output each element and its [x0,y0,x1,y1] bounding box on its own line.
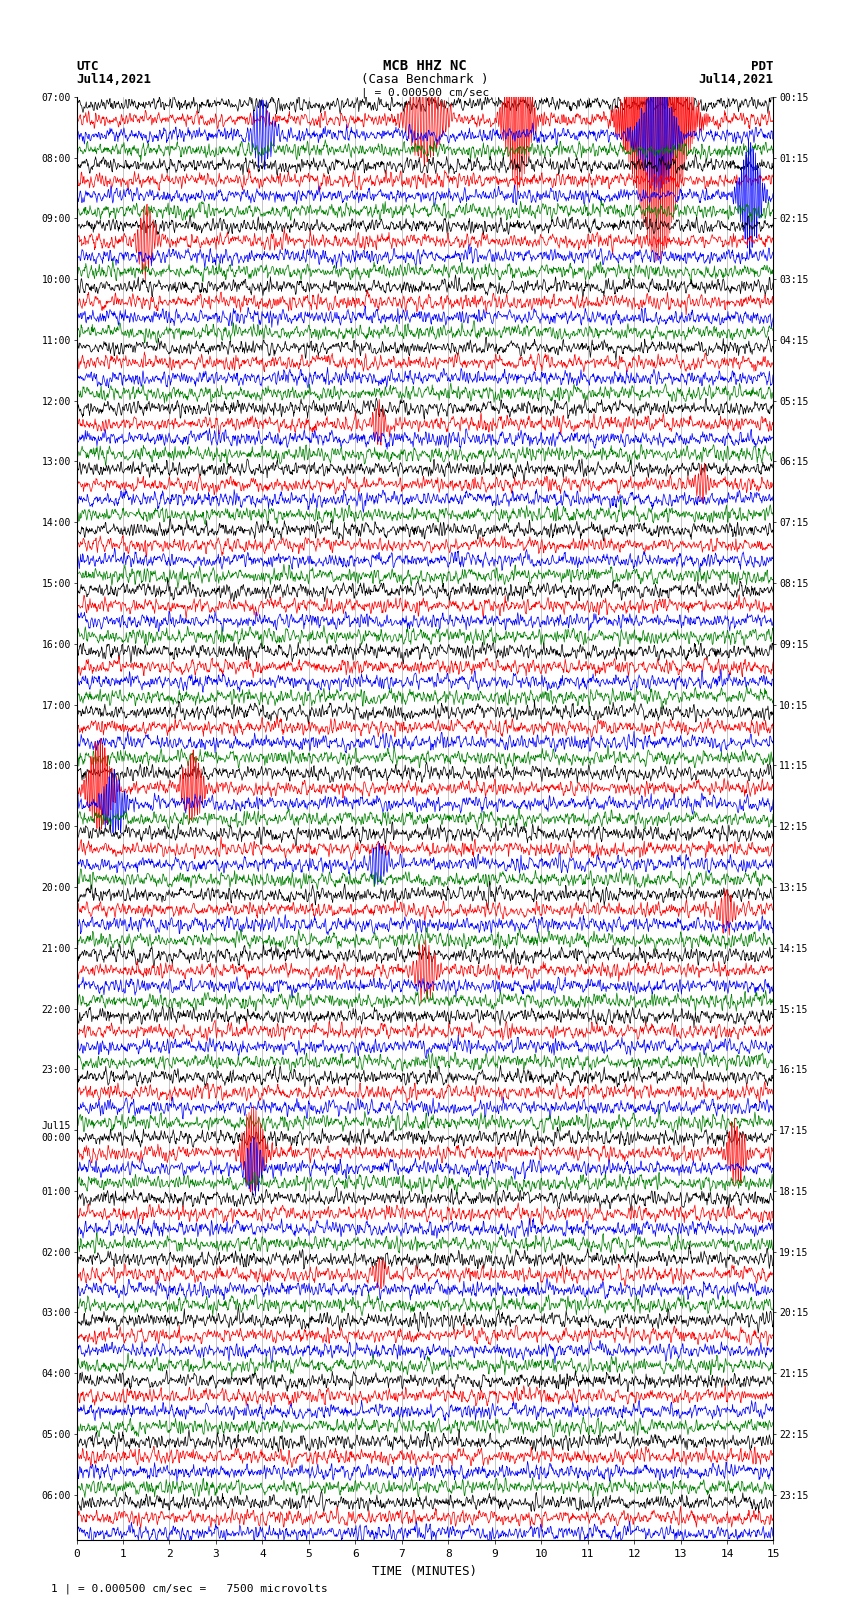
Text: Jul14,2021: Jul14,2021 [699,73,774,85]
Text: Jul14,2021: Jul14,2021 [76,73,151,85]
Text: PDT: PDT [751,60,774,73]
Text: | = 0.000500 cm/sec: | = 0.000500 cm/sec [361,87,489,97]
Text: UTC: UTC [76,60,99,73]
Text: 1 | = 0.000500 cm/sec =   7500 microvolts: 1 | = 0.000500 cm/sec = 7500 microvolts [51,1582,328,1594]
Text: MCB HHZ NC: MCB HHZ NC [383,60,467,73]
X-axis label: TIME (MINUTES): TIME (MINUTES) [372,1565,478,1578]
Text: (Casa Benchmark ): (Casa Benchmark ) [361,73,489,85]
